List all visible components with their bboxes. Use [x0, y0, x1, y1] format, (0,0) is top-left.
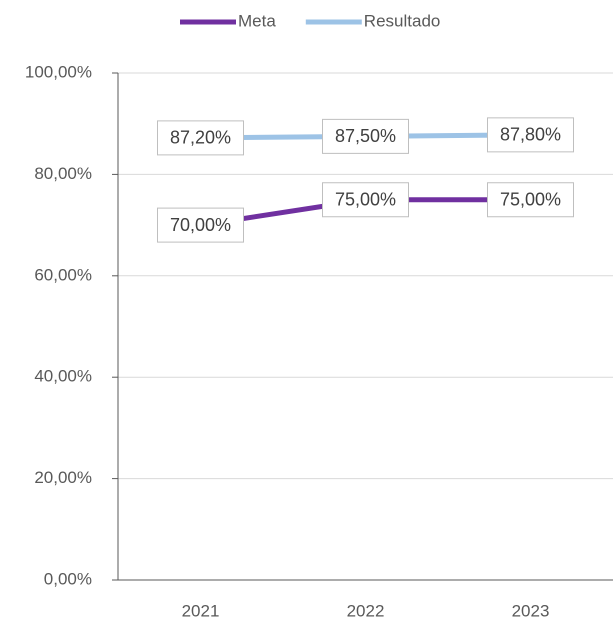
y-tick-label: 0,00%	[44, 569, 92, 588]
x-tick-label: 2023	[512, 601, 550, 620]
data-label-box	[487, 117, 574, 153]
x-tick-label: 2022	[347, 601, 385, 620]
y-tick-label: 20,00%	[34, 468, 92, 487]
data-label: 87,50%	[335, 126, 396, 146]
y-tick-label: 80,00%	[34, 164, 92, 183]
data-label: 87,80%	[500, 125, 561, 145]
legend-label: Meta	[238, 11, 276, 30]
y-tick-label: 60,00%	[34, 265, 92, 284]
data-label: 75,00%	[335, 190, 396, 210]
legend-label: Resultado	[364, 11, 441, 30]
data-label: 75,00%	[500, 190, 561, 210]
x-tick-label: 2021	[182, 601, 220, 620]
data-label-box	[487, 182, 574, 218]
data-label-box	[157, 207, 244, 243]
data-label-box	[157, 120, 244, 156]
data-label-box	[322, 182, 409, 218]
data-label-box	[322, 118, 409, 154]
y-tick-label: 100,00%	[25, 62, 92, 81]
data-label: 87,20%	[170, 128, 231, 148]
y-tick-label: 40,00%	[34, 367, 92, 386]
data-label: 70,00%	[170, 215, 231, 235]
